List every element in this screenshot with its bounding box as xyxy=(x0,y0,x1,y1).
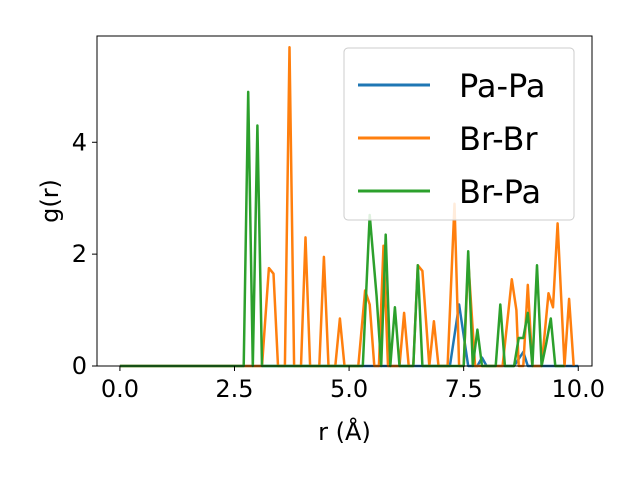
x-tick-label: 10.0 xyxy=(552,375,605,403)
axes-frame xyxy=(96,35,593,367)
x-tick-label: 2.5 xyxy=(215,375,253,403)
y-tick-label: 2 xyxy=(72,240,87,268)
x-axis-ticks: 0.0 2.5 5.0 7.5 10.0 xyxy=(101,366,605,403)
y-tick-label: 0 xyxy=(72,352,87,380)
x-axis-label: r (Å) xyxy=(318,417,371,446)
legend-label-br-pa: Br-Pa xyxy=(459,173,541,211)
y-tick-label: 4 xyxy=(72,128,87,156)
x-tick-label: 7.5 xyxy=(445,375,483,403)
y-axis-ticks: 0 2 4 xyxy=(72,128,97,380)
y-axis-label: g(r) xyxy=(36,179,64,223)
x-tick-label: 5.0 xyxy=(330,375,368,403)
legend-label-pa-pa: Pa-Pa xyxy=(459,67,545,105)
legend-label-br-br: Br-Br xyxy=(459,120,538,158)
x-tick-label: 0.0 xyxy=(101,375,139,403)
legend: Pa-Pa Br-Br Br-Pa xyxy=(343,47,575,221)
legend-box xyxy=(343,47,575,221)
